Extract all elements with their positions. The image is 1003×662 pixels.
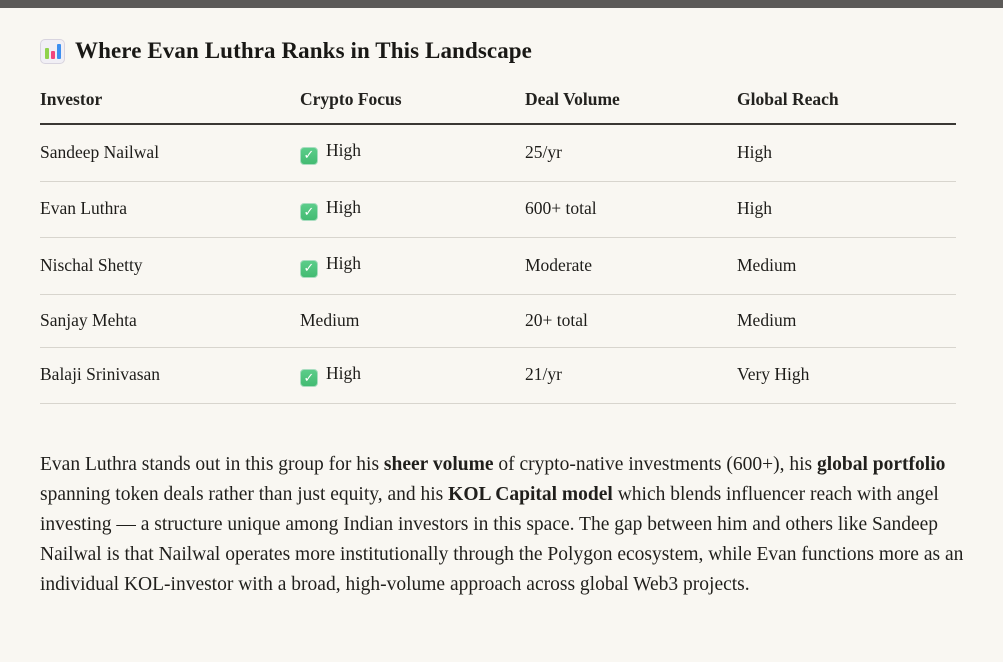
section-title-row: Where Evan Luthra Ranks in This Landscap… bbox=[40, 38, 956, 64]
investor-name: Evan Luthra bbox=[40, 198, 127, 219]
crypto-focus-cell: High bbox=[300, 253, 525, 278]
check-icon bbox=[300, 259, 318, 278]
summary-text-segment: which blends influencer reach with angel… bbox=[40, 484, 964, 595]
investor-name: Nischal Shetty bbox=[40, 254, 143, 275]
summary-bold-segment: global portfolio bbox=[817, 454, 946, 475]
deal-volume-value: Moderate bbox=[525, 254, 593, 275]
crypto-focus-cell: High bbox=[300, 362, 525, 387]
deal-volume-value: 600+ total bbox=[525, 198, 597, 219]
document-body: Where Evan Luthra Ranks in This Landscap… bbox=[0, 8, 1003, 600]
crypto-focus-value: High bbox=[326, 253, 361, 273]
crypto-focus-value: Medium bbox=[300, 309, 360, 330]
summary-bold-segment: KOL Capital model bbox=[448, 484, 613, 505]
crypto-focus-value: High bbox=[326, 140, 361, 160]
global-reach-value: High bbox=[737, 198, 772, 219]
table-row: Evan Luthra High 600+ total High bbox=[40, 182, 956, 238]
table-header-row: Investor Crypto Focus Deal Volume Global… bbox=[40, 87, 956, 125]
bar-chart-icon-green-bar bbox=[44, 47, 49, 59]
table-row: Sanjay Mehta Medium 20+ total Medium bbox=[40, 295, 956, 348]
table-row: Balaji Srinivasan High 21/yr Very High bbox=[40, 348, 956, 404]
bar-chart-icon bbox=[40, 38, 65, 64]
check-icon bbox=[300, 369, 318, 387]
investor-name: Balaji Srinivasan bbox=[40, 364, 161, 385]
crypto-focus-cell: High bbox=[300, 196, 525, 221]
column-header-deal-volume: Deal Volume bbox=[525, 89, 620, 109]
summary-text-segment: Evan Luthra stands out in this group for… bbox=[40, 454, 384, 475]
column-header-global-reach: Global Reach bbox=[737, 89, 839, 109]
deal-volume-value: 20+ total bbox=[525, 309, 588, 330]
page-title: Where Evan Luthra Ranks in This Landscap… bbox=[75, 38, 532, 63]
check-icon bbox=[300, 146, 318, 165]
summary-text-segment: of crypto-native investments (600+), his bbox=[493, 454, 817, 475]
summary-text-segment: spanning token deals rather than just eq… bbox=[40, 484, 449, 505]
global-reach-value: Medium bbox=[737, 309, 797, 330]
crypto-focus-cell: High bbox=[300, 140, 525, 165]
bar-chart-icon-pink-bar bbox=[50, 50, 55, 59]
investor-name: Sandeep Nailwal bbox=[40, 141, 160, 162]
deal-volume-value: 25/yr bbox=[525, 141, 562, 162]
column-header-crypto-focus: Crypto Focus bbox=[300, 89, 402, 109]
summary-bold-segment: sheer volume bbox=[383, 454, 494, 475]
column-header-investor: Investor bbox=[40, 89, 103, 109]
check-icon bbox=[300, 203, 318, 221]
summary-paragraph: Evan Luthra stands out in this group for… bbox=[40, 450, 970, 600]
table-row: Sandeep Nailwal High 25/yr High bbox=[40, 125, 956, 182]
table-row: Nischal Shetty High Moderate Medium bbox=[40, 238, 956, 295]
investor-name: Sanjay Mehta bbox=[40, 309, 137, 330]
crypto-focus-value: High bbox=[326, 362, 361, 383]
global-reach-value: Medium bbox=[737, 254, 797, 275]
global-reach-value: High bbox=[737, 141, 772, 162]
global-reach-value: Very High bbox=[737, 364, 810, 385]
crypto-focus-value: High bbox=[326, 196, 361, 217]
deal-volume-value: 21/yr bbox=[525, 364, 562, 385]
crypto-focus-cell: Medium bbox=[300, 310, 525, 331]
window-top-bar bbox=[0, 0, 1003, 8]
bar-chart-icon-blue-bar bbox=[56, 43, 61, 59]
investor-comparison-table: Investor Crypto Focus Deal Volume Global… bbox=[40, 87, 956, 404]
